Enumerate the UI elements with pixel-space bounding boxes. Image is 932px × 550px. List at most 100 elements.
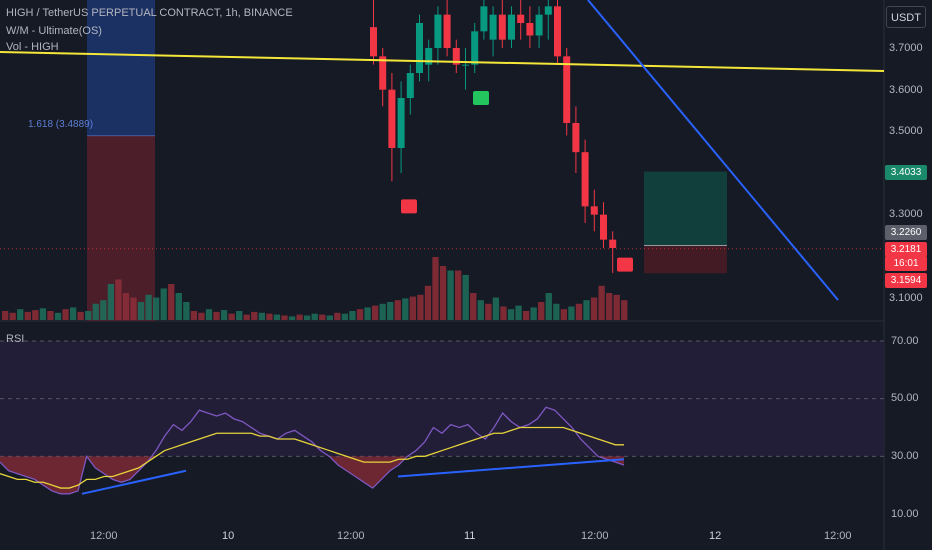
sell-signal-marker <box>401 199 417 214</box>
volume-bar <box>334 312 341 320</box>
volume-bar <box>296 314 303 320</box>
time-tick: 11 <box>464 530 476 542</box>
rsi-tick: 10.00 <box>891 508 919 520</box>
volume-bar <box>432 257 439 320</box>
candle-body <box>489 14 497 40</box>
currency-button[interactable]: USDT <box>886 6 926 28</box>
candle-body <box>388 89 396 148</box>
volume-bar <box>507 309 515 320</box>
rsi-title[interactable]: RSI <box>6 333 25 345</box>
rsi-divergence-line <box>397 458 625 478</box>
candle-body <box>563 56 571 124</box>
volume-bar <box>100 300 107 320</box>
price-tick: 3.6000 <box>889 84 923 96</box>
candle-body <box>572 123 580 153</box>
rsi-tick: 70.00 <box>891 335 919 347</box>
volume-bar <box>447 270 454 320</box>
price-tick: 3.7000 <box>889 42 923 54</box>
volume-bar <box>77 311 84 320</box>
candle-body <box>581 152 589 207</box>
volume-bar <box>553 303 560 320</box>
price-tick: 3.5000 <box>889 125 923 137</box>
candle-body <box>443 14 451 48</box>
volume-bar <box>371 305 379 320</box>
candle-body <box>526 23 534 36</box>
entry-price-tag: 3.2260 <box>885 225 927 240</box>
volume-bar <box>32 310 39 320</box>
fib-extension-label: 1.618 (3.4889) <box>28 119 94 130</box>
volume-bar <box>319 314 326 320</box>
volume-bar <box>522 311 530 320</box>
volume-bar <box>160 288 167 320</box>
candle-body <box>498 14 506 40</box>
volume-bar <box>2 311 9 320</box>
rsi-oversold-fill <box>0 456 624 494</box>
candle-body <box>425 48 433 65</box>
volume-bar <box>349 311 356 320</box>
candle-body <box>508 14 515 40</box>
candle-body <box>416 23 423 73</box>
volume-bar <box>598 285 605 320</box>
volume-bar <box>54 312 62 320</box>
volume-bar <box>326 315 333 320</box>
fib-zone-upper <box>87 0 155 136</box>
volume-bar <box>621 300 628 320</box>
volume-bar <box>288 316 296 320</box>
volume-bar <box>236 311 243 320</box>
time-tick: 12 <box>709 530 722 542</box>
volume-bar <box>205 309 213 320</box>
volume-bar <box>258 312 265 320</box>
volume-bar <box>266 313 273 320</box>
volume-bar <box>613 294 620 320</box>
candle-body <box>517 14 525 23</box>
volume-bar <box>47 311 54 320</box>
volume-bar <box>243 314 250 320</box>
volume-bar <box>530 307 537 320</box>
volume-bar <box>356 309 364 320</box>
candle-body <box>406 73 414 98</box>
indicator-legend-ultimate[interactable]: W/M - Ultimate(OS) <box>6 25 102 37</box>
candle-body <box>480 6 488 32</box>
volume-bar <box>115 279 122 320</box>
volume-bar <box>39 308 47 320</box>
volume-bar <box>85 311 92 320</box>
candle-body <box>609 239 617 248</box>
volume-bar <box>455 270 462 320</box>
volume-bar <box>394 300 401 320</box>
volume-bar <box>364 307 371 320</box>
volume-bar <box>387 302 394 320</box>
volume-bar <box>107 284 114 320</box>
volume-bar <box>590 297 598 320</box>
volume-bar <box>560 309 567 320</box>
time-tick: 12:00 <box>824 530 852 542</box>
volume-bar <box>575 303 583 320</box>
volume-bar <box>424 285 432 320</box>
volume-bar <box>439 266 447 320</box>
volume-bar <box>515 305 522 320</box>
resistance-trendline <box>0 51 885 72</box>
volume-bar <box>402 298 409 320</box>
candle-body <box>452 48 460 65</box>
candle-body <box>471 31 479 65</box>
rsi-divergence-line <box>81 469 187 495</box>
volume-bar <box>583 300 590 320</box>
volume-bar <box>17 309 24 320</box>
candle-body <box>379 56 387 90</box>
volume-bar <box>409 296 416 320</box>
indicator-legend-volume[interactable]: Vol - HIGH <box>6 41 59 53</box>
volume-bar <box>251 311 258 320</box>
time-tick: 10 <box>222 530 235 542</box>
volume-bar <box>273 314 281 320</box>
volume-bar <box>606 293 613 320</box>
volume-bar <box>122 293 130 320</box>
volume-bar <box>145 294 152 320</box>
volume-bar <box>175 293 182 320</box>
time-tick: 12:00 <box>90 530 118 542</box>
price-tick: 3.1000 <box>889 292 923 304</box>
volume-bar <box>500 306 507 320</box>
volume-bar <box>477 300 484 320</box>
volume-bar <box>190 311 198 320</box>
volume-bar <box>92 303 99 320</box>
